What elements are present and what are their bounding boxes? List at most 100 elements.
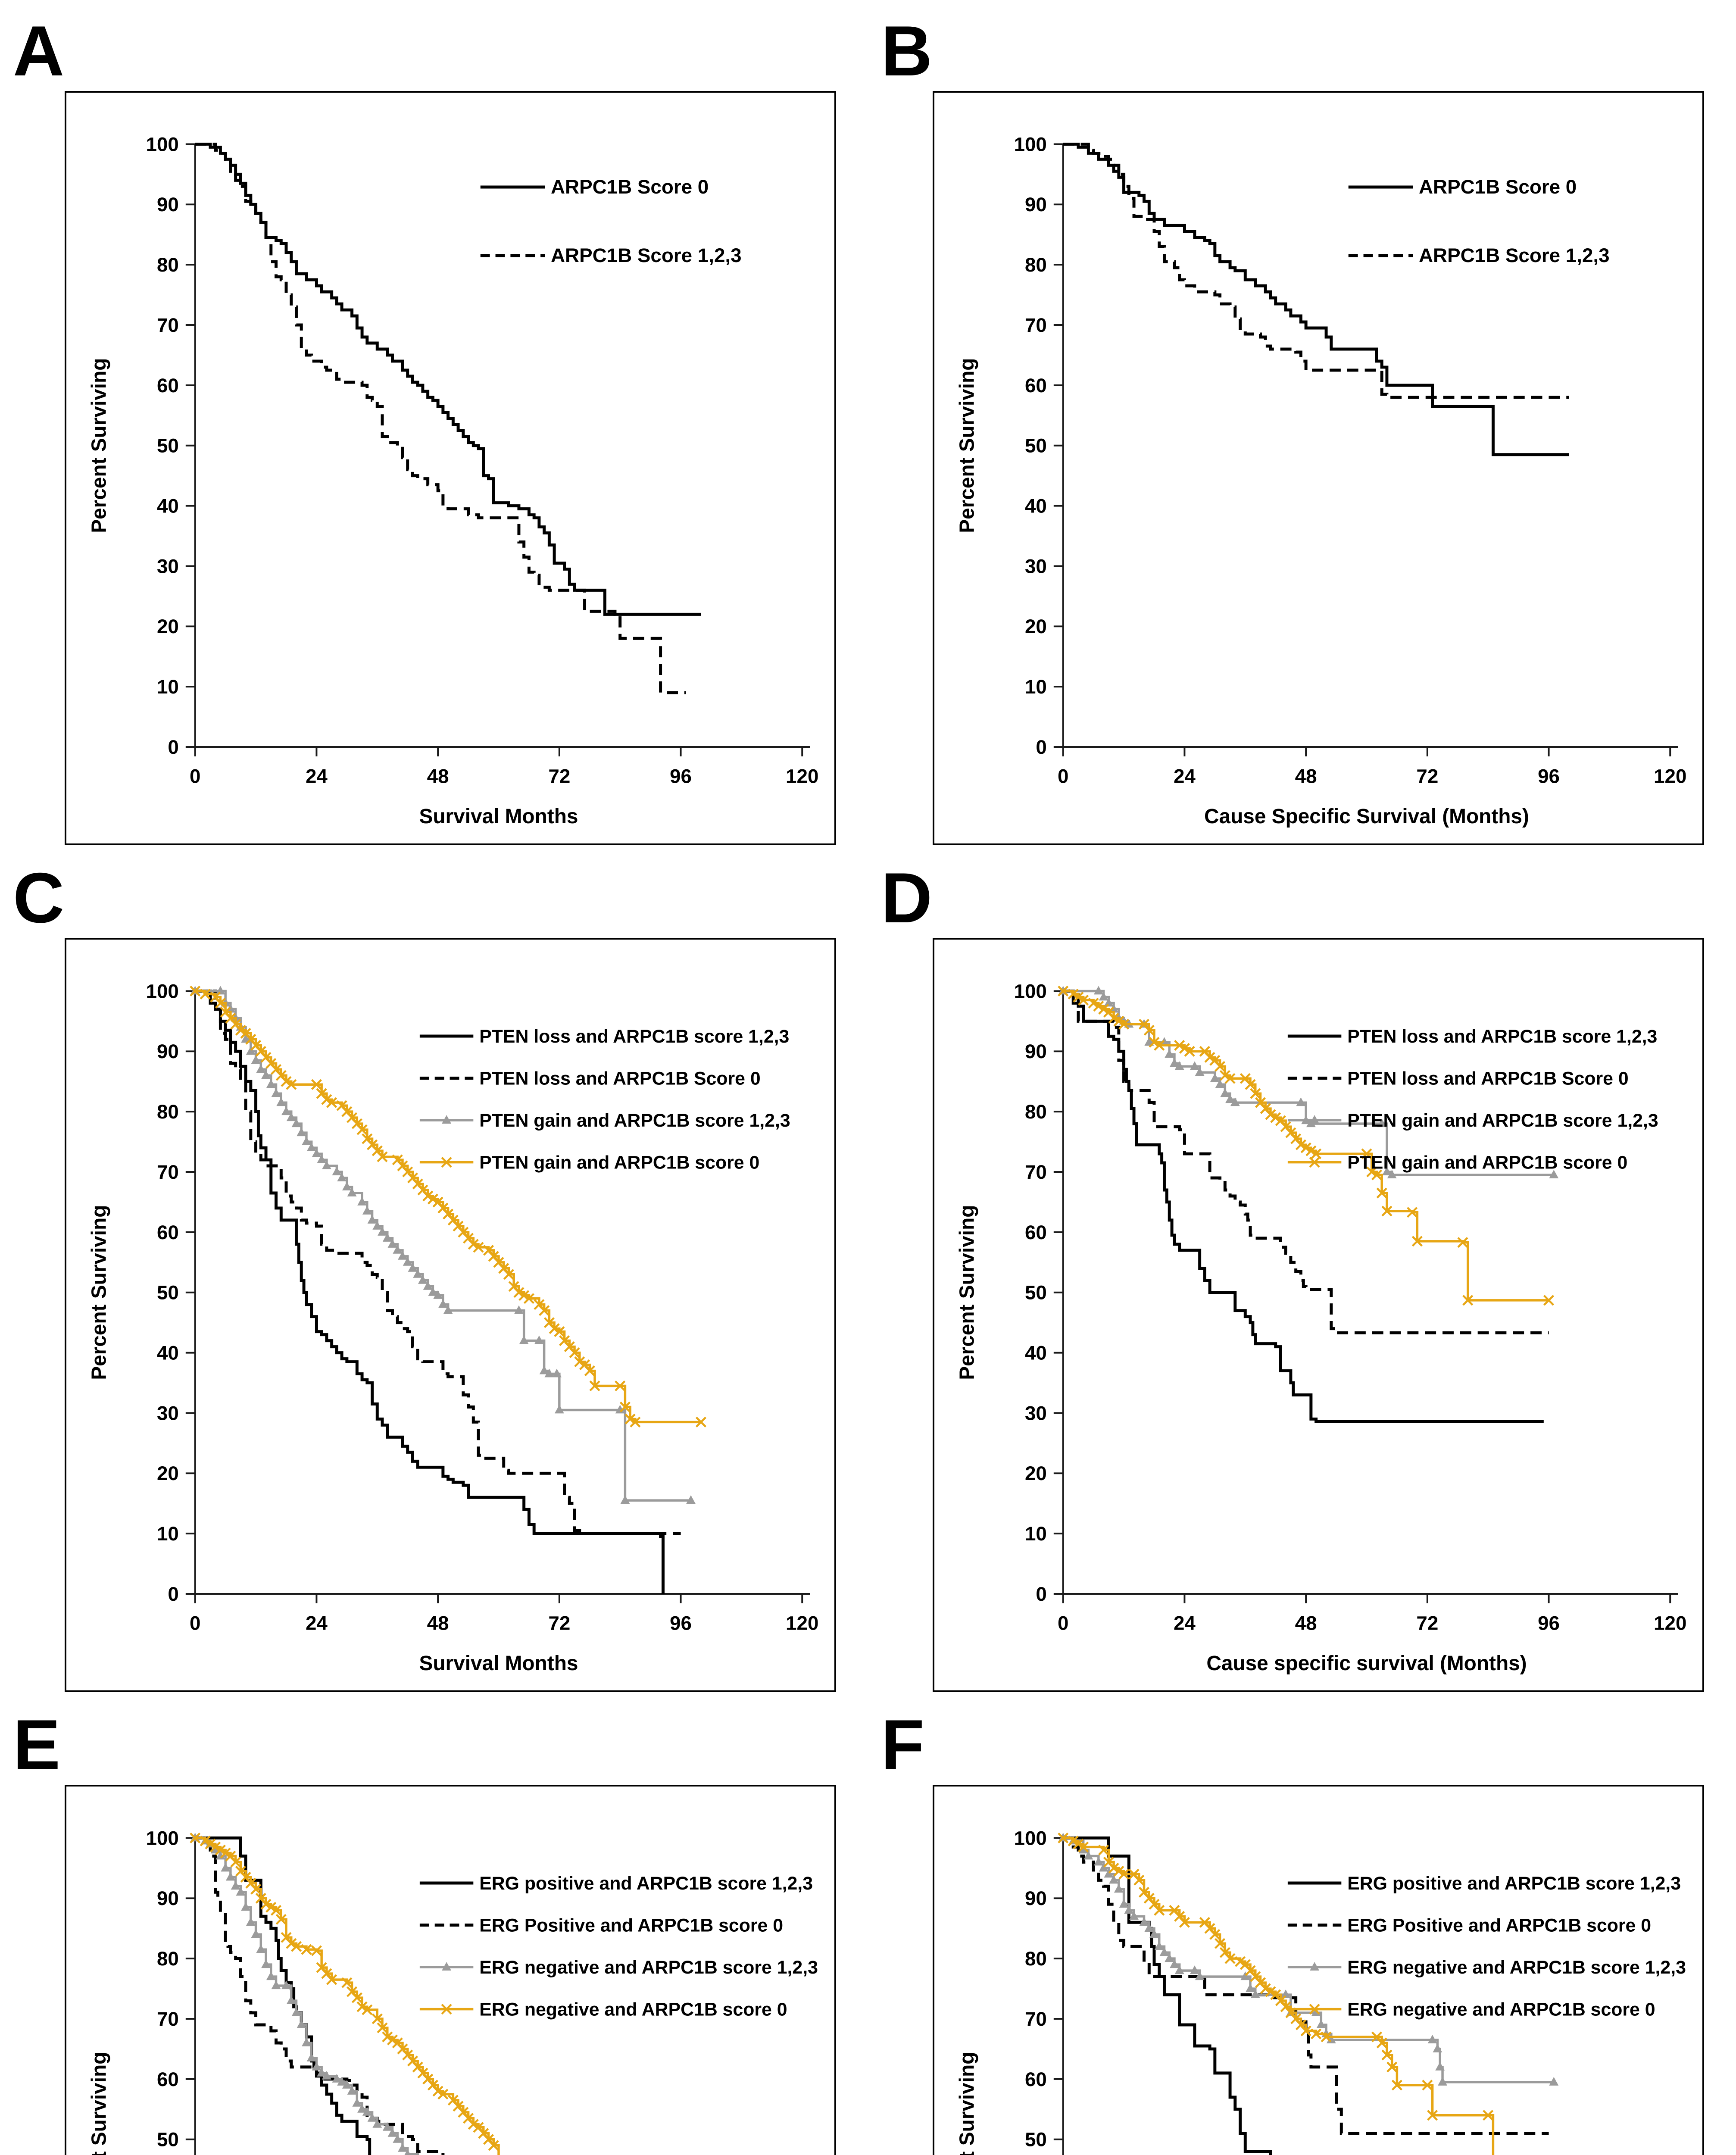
triangle-marker: [231, 1881, 240, 1890]
triangle-marker: [1154, 1941, 1164, 1950]
x-marker: [447, 1215, 459, 1226]
x-marker: [356, 1124, 368, 1135]
triangle-marker: [1296, 1097, 1306, 1106]
x-marker: [1407, 1207, 1418, 1218]
y-tick-label: 60: [1025, 1221, 1047, 1243]
x-marker: [1215, 1938, 1226, 1949]
series-arpc1b-score-0: [1063, 142, 1569, 456]
x-marker: [321, 1968, 332, 1979]
triangle-marker: [1225, 1094, 1235, 1103]
x-marker: [265, 1058, 277, 1069]
x-marker: [1386, 2061, 1398, 2073]
x-marker: [290, 1941, 302, 1952]
x-marker: [402, 2049, 413, 2061]
y-axis-title: Percent Surviving: [956, 2052, 979, 2155]
x-marker: [417, 1184, 428, 1196]
triangle-marker: [337, 2077, 347, 2086]
km-chart-A: 0 10 20 30 40 50 60 70 80 90 100 0 24 48 72 96 120 Surviv…: [88, 133, 819, 828]
triangle-marker: [423, 1281, 433, 1290]
axes: 0 10 20 30 40 50 60 70 80 90 100 0 24 48 72 96 120: [146, 980, 819, 1634]
triangle-marker: [1240, 1971, 1250, 1980]
x-marker: [534, 1299, 545, 1310]
x-marker: [1411, 1236, 1423, 1247]
legend: ERG positive and ARPC1B score 1,2,3 ERG P…: [1287, 1873, 1686, 2020]
x-marker: [483, 1245, 494, 1256]
x-marker: [1184, 1046, 1195, 1057]
x-marker: [351, 1992, 362, 2003]
y-tick-label: 60: [1025, 375, 1047, 397]
triangle-marker: [281, 1980, 291, 1989]
x-marker: [569, 1347, 580, 1359]
x-marker: [316, 1088, 327, 1099]
x-marker: [200, 988, 211, 999]
x-marker: [326, 1974, 337, 1985]
x-marker: [1422, 2080, 1433, 2091]
triangle-marker: [271, 1980, 281, 1989]
triangle-marker: [1170, 1058, 1179, 1067]
x-marker: [1250, 1088, 1261, 1099]
triangle-marker: [261, 1959, 271, 1968]
triangle-marker: [241, 1034, 251, 1043]
x-marker: [1103, 1006, 1114, 1018]
triangle-marker: [398, 2143, 407, 2152]
x-marker: [1068, 988, 1079, 999]
x-marker: [463, 1233, 474, 1244]
triangle-marker: [236, 1887, 246, 1896]
triangle-marker: [382, 1233, 392, 1242]
x-marker: [695, 1416, 707, 1427]
y-tick-label: 100: [1014, 133, 1047, 155]
x-marker: [1098, 1844, 1109, 1855]
panel-label: F: [881, 1705, 924, 1784]
y-tick-label: 80: [157, 254, 179, 276]
x-marker: [422, 1190, 434, 1202]
x-marker: [483, 2134, 494, 2145]
km-curve: [195, 989, 681, 1535]
triangle-marker: [367, 1215, 377, 1224]
x-marker: [347, 1112, 358, 1123]
x-marker: [427, 1193, 438, 1205]
triangle-marker: [297, 2020, 306, 2028]
triangle-marker: [1129, 1911, 1139, 1920]
y-tick-label: 80: [1025, 1101, 1047, 1123]
x-marker: [210, 991, 221, 1003]
y-tick-label: 0: [168, 736, 178, 758]
triangle-marker: [404, 2149, 411, 2155]
km-curve: [195, 142, 686, 694]
triangle-marker: [1215, 1079, 1225, 1088]
km-curve: [1063, 1836, 1549, 2135]
x-marker: [387, 2034, 398, 2046]
triangle-marker: [1159, 1947, 1169, 1956]
x-marker: [270, 1905, 282, 1916]
axes: 0 10 20 30 40 50 60 70 80 90 100 0 24 48 72 96 120: [146, 133, 819, 787]
triangle-marker: [387, 1239, 397, 1248]
x-marker: [1300, 2025, 1311, 2036]
triangle-marker: [433, 1290, 443, 1299]
panel-label: B: [881, 11, 933, 91]
x-marker: [275, 1914, 287, 1925]
x-tick-label: 72: [548, 1612, 570, 1634]
triangle-marker: [256, 1064, 266, 1073]
x-marker: [281, 1932, 292, 1943]
y-tick-label: 30: [157, 555, 179, 577]
x-marker: [1199, 1917, 1210, 1928]
x-marker: [1108, 1012, 1119, 1024]
y-tick-label: 50: [1025, 2129, 1047, 2151]
x-marker: [488, 2140, 499, 2151]
triangle-marker: [413, 1269, 423, 1278]
triangle-marker: [352, 2098, 362, 2107]
y-tick-label: 20: [1025, 1462, 1047, 1484]
y-tick-label: 90: [157, 194, 179, 216]
triangle-marker: [1170, 1959, 1179, 1968]
y-tick-label: 80: [157, 1948, 179, 1970]
triangle-marker: [286, 1996, 296, 2005]
triangle-marker: [416, 2152, 419, 2155]
x-marker: [503, 1269, 514, 1280]
x-marker: [336, 1100, 347, 1111]
x-marker: [539, 1305, 550, 1316]
x-marker: [372, 1145, 383, 1156]
x-marker: [1224, 1953, 1236, 1964]
x-marker: [215, 1844, 226, 1855]
x-marker: [265, 1902, 277, 1913]
x-marker: [1245, 1965, 1256, 1976]
x-marker: [1265, 1986, 1276, 1997]
